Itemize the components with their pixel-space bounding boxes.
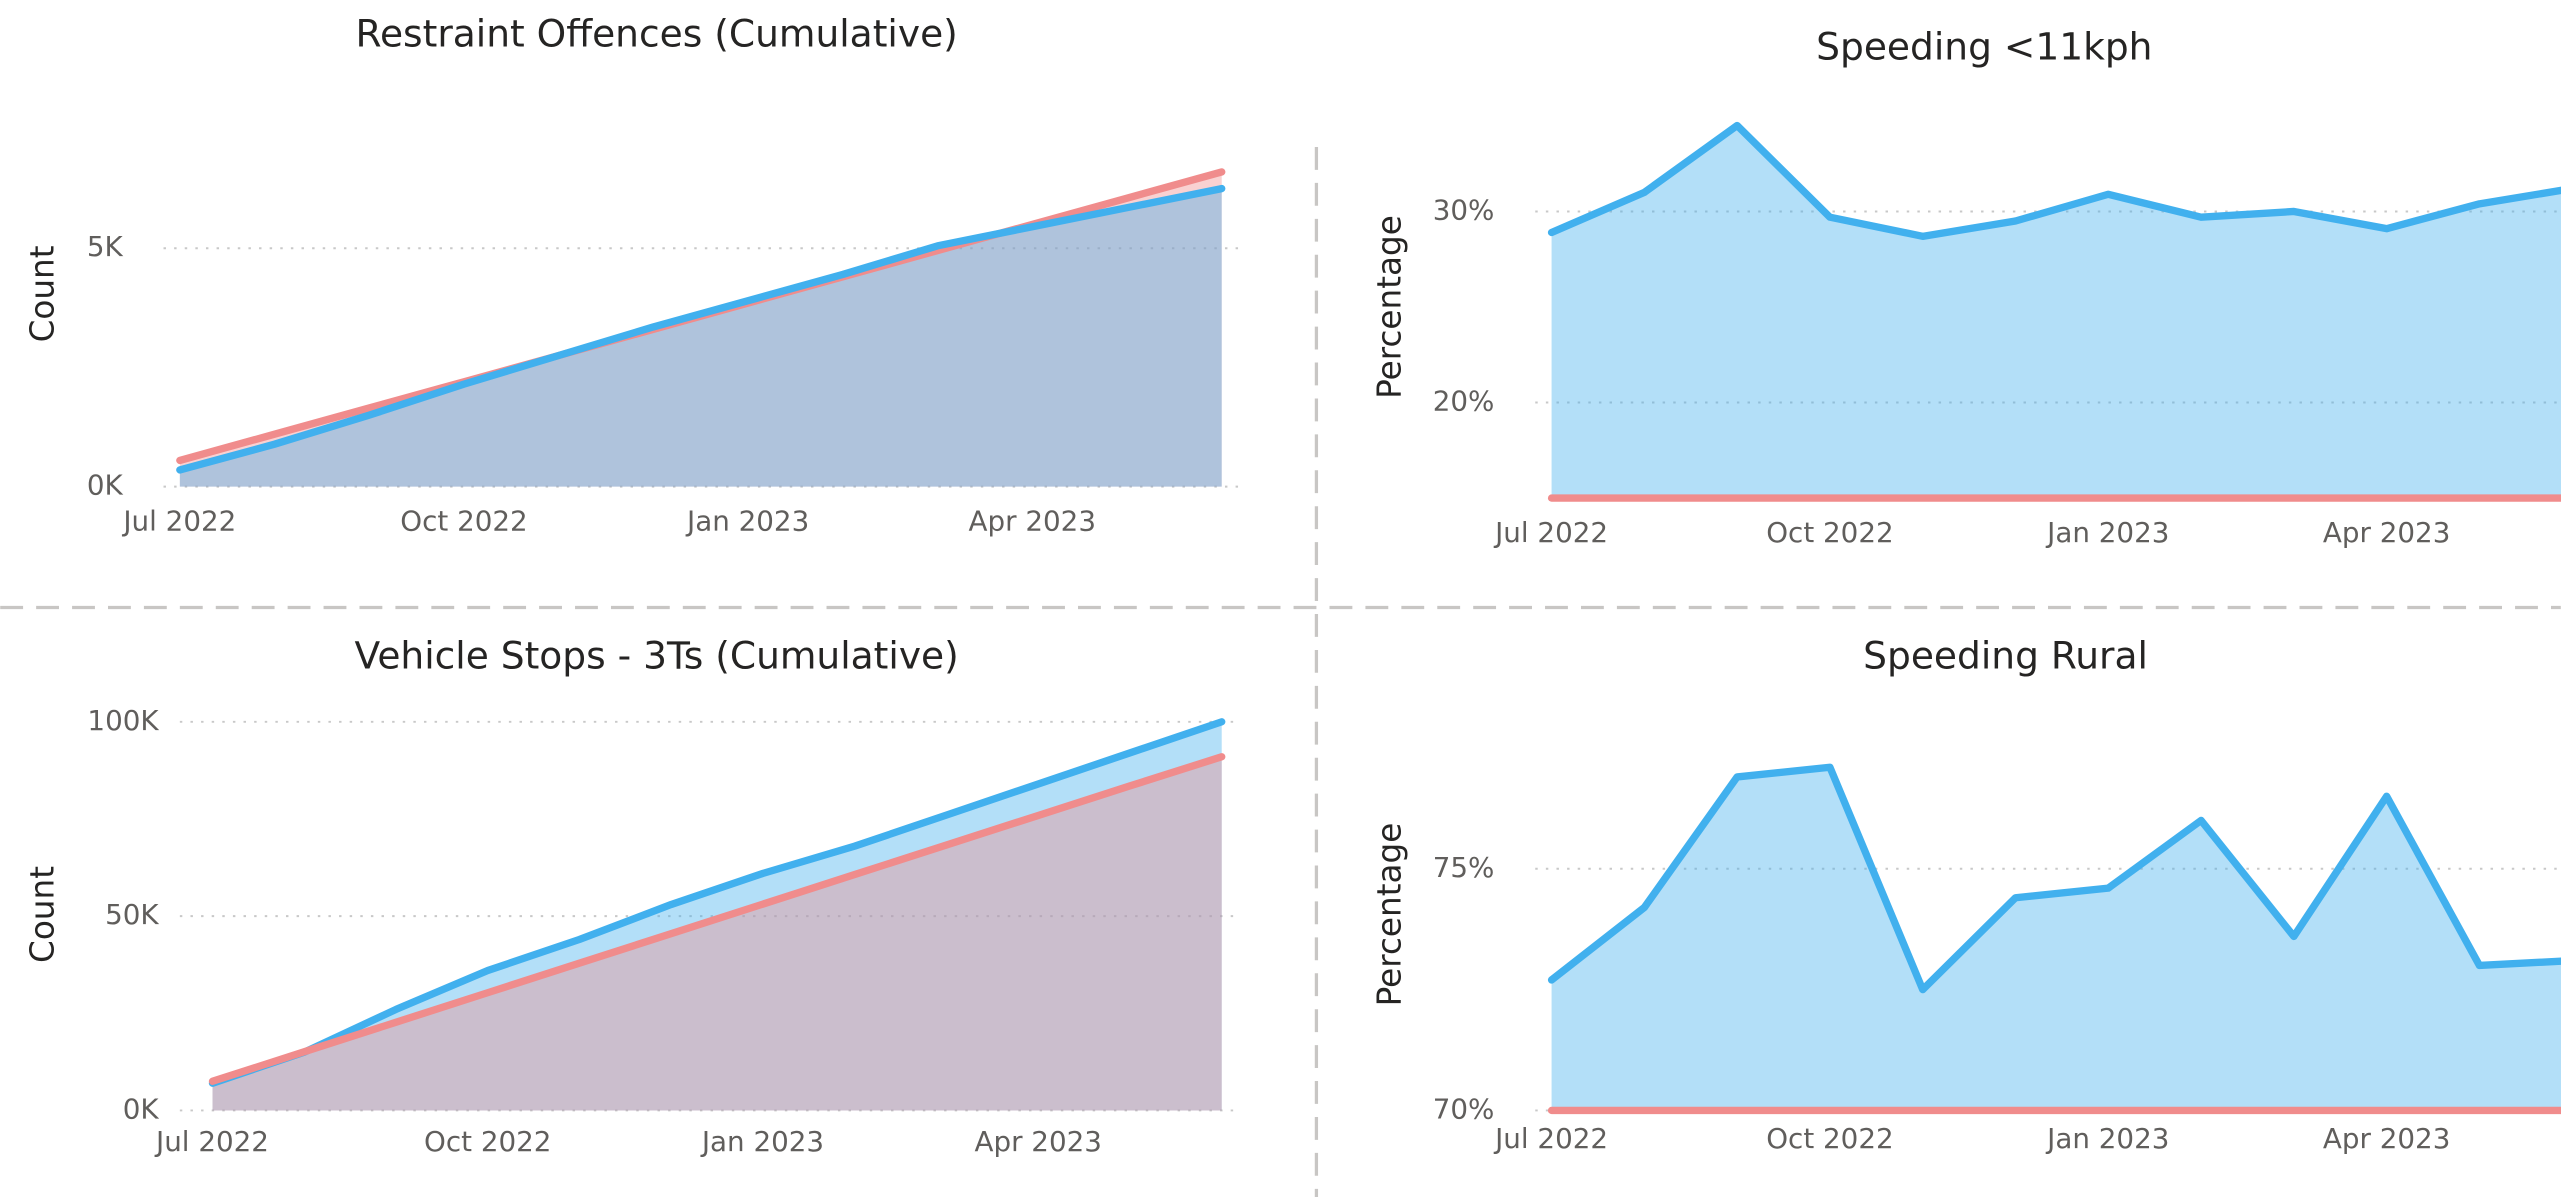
x-tick-label: Oct 2022 xyxy=(1766,516,1893,549)
x-tick-label: Apr 2023 xyxy=(974,1125,1101,1158)
y-tick-label: 75% xyxy=(1433,851,1495,884)
area xyxy=(179,171,1222,487)
x-tick-label: Oct 2022 xyxy=(424,1125,551,1158)
y-tick-label: 20% xyxy=(1433,385,1495,418)
y-tick-label: 100K xyxy=(87,704,159,737)
x-tick-label: Oct 2022 xyxy=(1766,1122,1893,1155)
y-axis-label: Percentage xyxy=(1371,215,1409,399)
chart-title: Speeding Rural xyxy=(1863,634,2148,678)
x-tick-label: Jul 2022 xyxy=(121,505,236,538)
y-tick-label: 30% xyxy=(1433,193,1495,226)
y-tick-label: 0K xyxy=(123,1092,160,1125)
x-tick-label: Apr 2023 xyxy=(2323,1122,2450,1155)
chart-title: Restraint Offences (Cumulative) xyxy=(356,11,958,55)
line xyxy=(1547,121,2561,240)
x-tick-label: Jan 2023 xyxy=(685,505,809,538)
y-tick-label: 50K xyxy=(105,898,159,931)
y-tick-label: 70% xyxy=(1433,1092,1495,1125)
x-tick-label: Jan 2023 xyxy=(2045,1122,2169,1155)
y-tick-label: 5K xyxy=(87,230,124,263)
area xyxy=(1551,125,2561,499)
area xyxy=(179,188,1222,487)
area xyxy=(212,756,1222,1111)
y-axis-label: Count xyxy=(23,866,61,963)
line xyxy=(208,718,1226,1087)
x-tick-label: Jan 2023 xyxy=(2045,516,2169,549)
chart-title: Vehicle Stops - 3Ts (Cumulative) xyxy=(355,634,959,678)
x-tick-label: Jan 2023 xyxy=(700,1125,824,1158)
area xyxy=(1551,767,2561,1111)
line xyxy=(176,184,1226,474)
y-axis-label: Count xyxy=(23,245,61,342)
x-tick-label: Apr 2023 xyxy=(969,505,1096,538)
y-axis-label: Percentage xyxy=(1371,823,1409,1007)
x-tick-label: Apr 2023 xyxy=(2323,516,2450,549)
line xyxy=(208,753,1226,1085)
x-tick-label: Oct 2022 xyxy=(400,505,527,538)
line xyxy=(1547,763,2561,994)
chart-title: Speeding <11kph xyxy=(1816,24,2152,68)
x-tick-label: Jul 2022 xyxy=(154,1125,269,1158)
x-tick-label: Jul 2022 xyxy=(1493,1122,1608,1155)
x-tick-label: Jul 2022 xyxy=(1493,516,1608,549)
y-tick-label: 0K xyxy=(87,469,124,502)
